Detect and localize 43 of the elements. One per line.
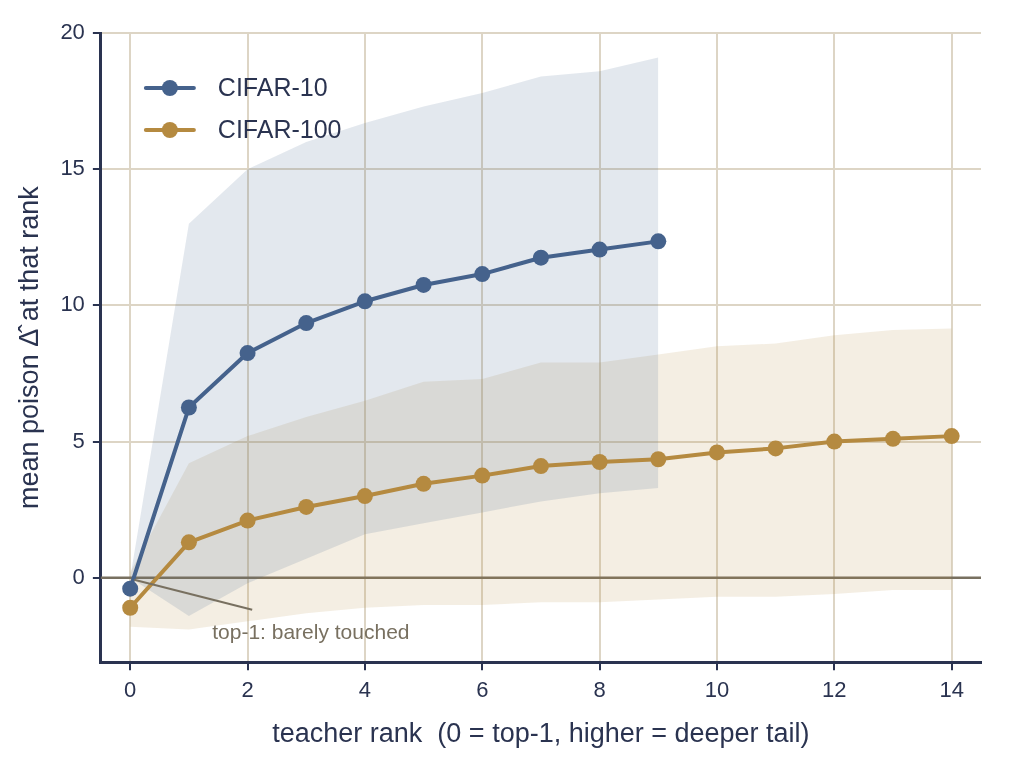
- point: [767, 440, 784, 457]
- x-tick-label: 2: [241, 677, 254, 703]
- point: [591, 454, 608, 470]
- point: [650, 233, 667, 250]
- point: [356, 293, 373, 310]
- y-tick-label: 0: [72, 563, 85, 589]
- point: [650, 451, 667, 468]
- legend-label: CIFAR-10: [217, 72, 328, 101]
- x-tick-label: 6: [476, 677, 489, 703]
- point: [122, 580, 139, 597]
- y-tick-label: 5: [72, 427, 85, 453]
- x-tick-label: 10: [704, 677, 730, 703]
- point: [532, 249, 549, 266]
- point: [298, 498, 315, 515]
- point: [298, 315, 315, 332]
- point: [708, 444, 725, 461]
- x-tick-label: 14: [939, 677, 964, 703]
- point: [239, 512, 256, 529]
- point: [943, 428, 960, 445]
- point: [180, 534, 197, 551]
- y-tick-label: 15: [60, 155, 85, 181]
- point: [474, 467, 491, 484]
- point: [180, 399, 197, 416]
- x-tick-label: 4: [358, 677, 372, 703]
- point: [826, 433, 843, 450]
- point: [532, 458, 549, 475]
- point: [356, 488, 373, 505]
- legend-label: CIFAR-100: [217, 114, 342, 143]
- annotation: top-1: barely touched: [212, 619, 410, 643]
- point: [122, 599, 139, 616]
- point: [884, 430, 901, 447]
- x-axis-title: teacher rank (0 = top-1, higher = deeper tail): [272, 718, 810, 749]
- point: [474, 266, 491, 283]
- x-tick-label: 8: [593, 677, 606, 703]
- x-tick-label: 0: [124, 677, 137, 703]
- x-tick-label: 12: [822, 677, 847, 703]
- point: [415, 475, 432, 492]
- y-tick-label: 20: [60, 19, 85, 45]
- point: [239, 345, 256, 362]
- y-axis-title: mean poison Δ̂ at that rank: [13, 185, 44, 509]
- y-tick-label: 10: [60, 291, 85, 317]
- point: [415, 276, 432, 293]
- point: [591, 241, 608, 258]
